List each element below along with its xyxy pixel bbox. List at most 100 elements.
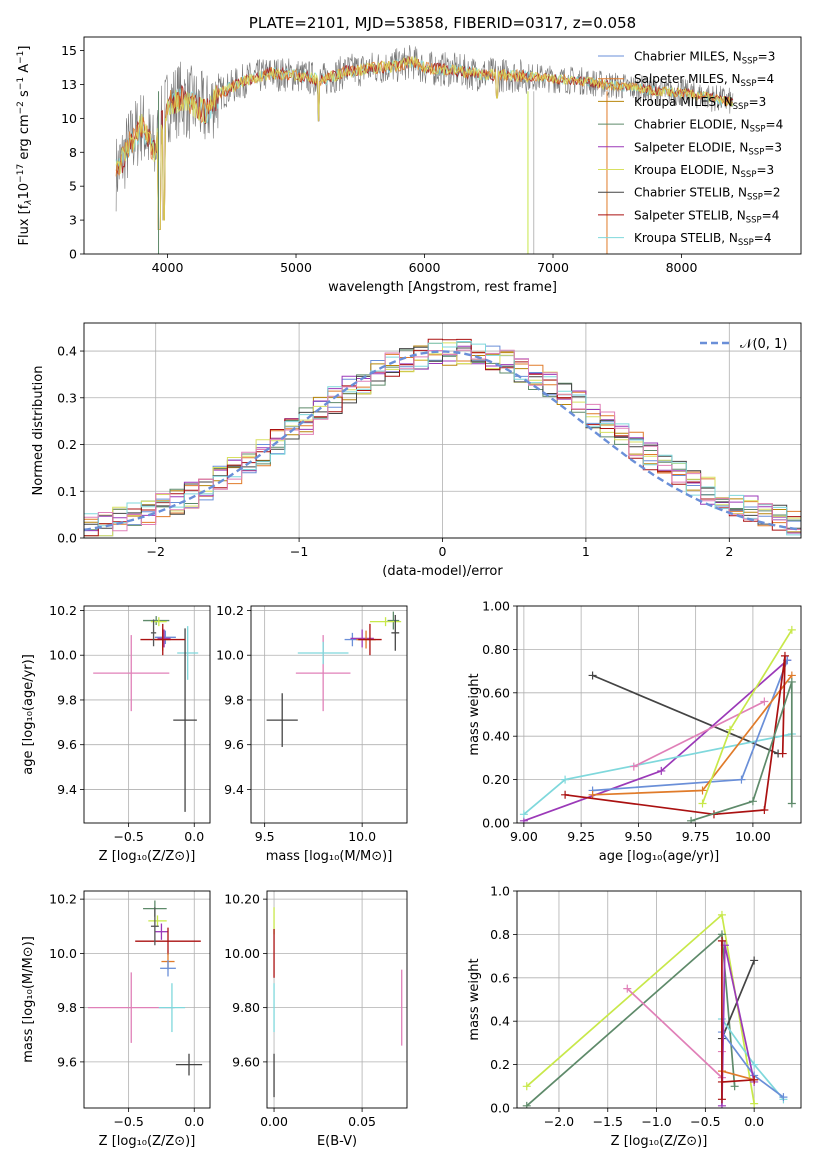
weight-point-marker <box>588 671 597 680</box>
y-tick-label: 10.0 <box>49 946 77 961</box>
axes-frame <box>250 605 408 824</box>
legend-label: Salpeter STELIB, NSSP=4 <box>634 208 779 225</box>
histogram-series <box>84 345 801 534</box>
weight-point-marker <box>778 749 787 758</box>
legend-label: Kroupa MILES, NSSP=3 <box>634 95 766 112</box>
y-tick-label: 10.00 <box>224 946 260 961</box>
x-tick-label: 0.0 <box>184 829 204 844</box>
legend-label: Chabrier ELODIE, NSSP=4 <box>634 118 783 135</box>
chart-title: PLATE=2101, MJD=53858, FIBERID=0317, z=0… <box>249 14 636 32</box>
x-axis-label: mass [log₁₀(M/M⊙)] <box>266 849 393 864</box>
weight-point-marker <box>717 910 726 919</box>
weight-point-marker <box>588 790 597 799</box>
y-tick-label: 0.20 <box>482 772 510 787</box>
weight-point-marker <box>698 799 707 808</box>
legend-label-suffix: =4 <box>766 118 784 132</box>
legend-label: Kroupa ELODIE, NSSP=3 <box>634 163 774 180</box>
y-tick-label: 0.8 <box>490 927 510 942</box>
x-tick-label: 4000 <box>152 260 184 275</box>
weight-point-marker <box>561 775 570 784</box>
weight-point-marker <box>760 805 769 814</box>
panel-3: −0.5 0.0 9.4 9.6 9.8 10.0 10.2 Z [log₁₀(Z/Z⊙)] a… <box>21 603 211 864</box>
y-axis-label: Normed distribution <box>31 366 46 496</box>
y-axis-label: mass [log₁₀(M/M⊙)] <box>21 936 36 1063</box>
plot-area-5 <box>519 625 796 823</box>
y-tick-label: 9.60 <box>232 1054 260 1069</box>
axes-frame <box>516 890 802 1109</box>
x-axis-label: E(B-V) <box>317 1134 357 1149</box>
axes-frame <box>83 890 211 1109</box>
weight-point-marker <box>687 816 696 823</box>
x-tick-label: −2 <box>146 544 164 559</box>
y-tick-label: 0.2 <box>57 437 77 452</box>
weight-point-marker <box>787 799 796 808</box>
legend-label: Chabrier STELIB, NSSP=2 <box>634 186 781 203</box>
y-tick-label: 0.4 <box>57 344 77 359</box>
y-axis-label-part: ] <box>17 46 32 51</box>
y-tick-label: 8 <box>69 145 77 160</box>
panel-5: 9.00 9.25 9.50 9.75 10.00 0.00 0.20 0.40 0.60 0.8… <box>467 599 802 864</box>
weight-series <box>633 700 765 768</box>
x-axis-label: Z [log₁₀(Z/Z⊙)] <box>99 849 196 864</box>
axes-frame <box>83 36 802 255</box>
x-tick-label: 0.00 <box>260 1114 288 1129</box>
y-axis-label-part: −1 <box>16 77 26 90</box>
weight-point-marker <box>629 762 638 771</box>
weight-series <box>721 1018 785 1100</box>
y-tick-label: 9.6 <box>224 737 244 752</box>
y-axis-label-part: 10 <box>17 183 32 200</box>
weight-series <box>721 940 755 1100</box>
weight-point-marker <box>717 936 726 945</box>
y-axis-label-part: λ <box>24 199 34 205</box>
weight-point-marker <box>698 786 707 795</box>
y-tick-label: 10.20 <box>224 892 260 907</box>
y-tick-label: 9.8 <box>224 692 244 707</box>
y-axis-label: age [log₁₀(age/yr)] <box>21 654 36 775</box>
x-tick-label: −2.0 <box>544 1114 574 1129</box>
y-axis-label-part: Flux [f <box>17 204 32 245</box>
y-tick-label: 0.2 <box>490 1057 510 1072</box>
y-tick-label: 9.8 <box>57 692 77 707</box>
panel-1: 4000 5000 6000 7000 8000 0 3 5 8 10 13 15 wavelength… <box>16 14 802 295</box>
panel-2: −2 −1 0 1 2 0.0 0.1 0.2 0.3 0.4 (data-model)/error… <box>31 322 802 579</box>
axes-frame <box>83 605 211 824</box>
weight-point-marker <box>522 1101 531 1108</box>
y-tick-label: 0.1 <box>57 484 77 499</box>
panel-8: −2.0 −1.5 −1.0 −0.5 0.0 0.0 0.2 0.4 0.6 0.8 1.0 Z [… <box>467 884 802 1149</box>
y-tick-label: 1.00 <box>482 599 510 614</box>
x-tick-label: −0.5 <box>113 1114 143 1129</box>
legend-label-sub: SSP <box>738 238 754 248</box>
legend-label-text: Salpeter ELODIE, N <box>634 140 748 154</box>
y-axis-label-part: −17 <box>16 164 26 183</box>
plot-area-4 <box>266 611 402 747</box>
weight-point-marker <box>730 1082 739 1091</box>
y-tick-label: 0.4 <box>490 1014 510 1029</box>
plot-area-1 <box>115 45 734 254</box>
y-tick-label: 0.60 <box>482 685 510 700</box>
x-tick-label: 0 <box>439 544 447 559</box>
x-tick-label: 10.00 <box>735 829 771 844</box>
y-tick-label: 1.0 <box>490 884 510 899</box>
axes-frame <box>516 605 802 824</box>
legend-label-text: Salpeter STELIB, N <box>634 208 746 222</box>
axes-frame <box>266 890 408 1109</box>
weight-series <box>721 1070 755 1081</box>
weight-point-marker <box>750 1099 759 1108</box>
y-axis-label-part: A <box>17 64 32 77</box>
x-tick-label: −1.0 <box>641 1114 671 1129</box>
weight-series <box>526 932 736 1107</box>
legend-label-sub: SSP <box>747 193 763 203</box>
legend-label-suffix: =3 <box>764 140 782 154</box>
weight-point-marker <box>657 766 666 775</box>
weight-series <box>592 674 793 796</box>
weight-point-marker <box>717 1077 726 1086</box>
y-axis-label: mass weight <box>467 673 482 755</box>
legend-label-suffix: =4 <box>762 208 780 222</box>
legend-label-text: Chabrier ELODIE, N <box>634 118 750 132</box>
legend-label: 𝒩(0, 1) <box>740 337 787 352</box>
y-tick-label: 10 <box>61 111 77 126</box>
x-tick-label: 9.50 <box>624 829 652 844</box>
y-tick-label: 10.0 <box>49 648 77 663</box>
weight-point-marker <box>748 797 757 806</box>
weight-point-marker <box>750 956 759 965</box>
